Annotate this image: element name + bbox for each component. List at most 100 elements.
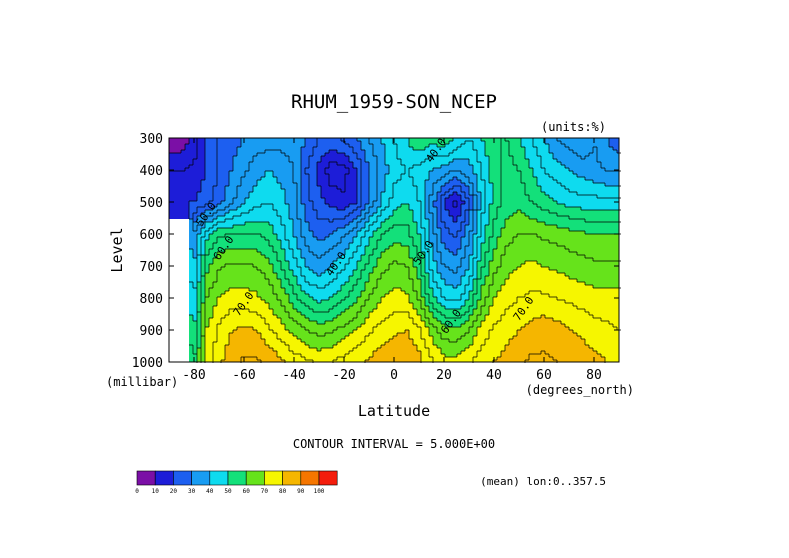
- heatmap-cell: [409, 237, 414, 241]
- heatmap-cell: [365, 243, 370, 247]
- heatmap-cell: [241, 198, 246, 202]
- heatmap-cell: [285, 144, 290, 148]
- heatmap-cell: [321, 141, 326, 145]
- heatmap-cell: [169, 159, 174, 163]
- heatmap-cell: [473, 267, 478, 271]
- heatmap-cell: [581, 207, 586, 211]
- heatmap-cell: [269, 264, 274, 268]
- heatmap-cell: [441, 189, 446, 193]
- heatmap-cell: [441, 234, 446, 238]
- heatmap-cell: [381, 231, 386, 235]
- heatmap-cell: [365, 153, 370, 157]
- heatmap-cell: [201, 159, 206, 163]
- heatmap-cell: [593, 198, 598, 202]
- heatmap-cell: [285, 183, 290, 187]
- heatmap-cell: [173, 261, 178, 265]
- heatmap-cell: [397, 222, 402, 226]
- heatmap-cell: [221, 183, 226, 187]
- heatmap-cell: [421, 231, 426, 235]
- heatmap-cell: [373, 216, 378, 220]
- heatmap-cell: [281, 246, 286, 250]
- heatmap-cell: [541, 141, 546, 145]
- heatmap-cell: [589, 258, 594, 262]
- heatmap-cell: [569, 183, 574, 187]
- heatmap-cell: [533, 192, 538, 196]
- heatmap-cell: [497, 261, 502, 265]
- heatmap-cell: [401, 195, 406, 199]
- heatmap-cell: [249, 213, 254, 217]
- heatmap-cell: [481, 162, 486, 166]
- heatmap-cell: [545, 159, 550, 163]
- heatmap-cell: [181, 264, 186, 268]
- heatmap-cell: [489, 225, 494, 229]
- heatmap-cell: [473, 189, 478, 193]
- heatmap-cell: [365, 261, 370, 265]
- heatmap-cell: [557, 174, 562, 178]
- heatmap-cell: [325, 228, 330, 232]
- heatmap-cell: [189, 231, 194, 235]
- heatmap-cell: [581, 249, 586, 253]
- heatmap-cell: [309, 180, 314, 184]
- heatmap-cell: [541, 198, 546, 202]
- heatmap-cell: [185, 162, 190, 166]
- heatmap-cell: [565, 171, 570, 175]
- heatmap-cell: [553, 231, 558, 235]
- heatmap-cell: [309, 153, 314, 157]
- heatmap-cell: [453, 240, 458, 244]
- heatmap-cell: [281, 207, 286, 211]
- heatmap-cell: [373, 195, 378, 199]
- heatmap-cell: [225, 150, 230, 154]
- heatmap-cell: [221, 264, 226, 268]
- heatmap-cell: [169, 153, 174, 157]
- heatmap-cell: [277, 222, 282, 226]
- heatmap-cell: [221, 177, 226, 181]
- heatmap-cell: [517, 255, 522, 259]
- heatmap-cell: [305, 267, 310, 271]
- heatmap-cell: [617, 252, 620, 256]
- heatmap-cell: [569, 162, 574, 166]
- heatmap-cell: [561, 228, 566, 232]
- heatmap-cell: [589, 189, 594, 193]
- heatmap-cell: [217, 222, 222, 226]
- heatmap-cell: [401, 189, 406, 193]
- heatmap-cell: [433, 267, 438, 271]
- heatmap-cell: [497, 219, 502, 223]
- heatmap-cell: [185, 249, 190, 253]
- heatmap-cell: [573, 255, 578, 259]
- heatmap-cell: [433, 255, 438, 259]
- heatmap-cell: [601, 141, 606, 145]
- heatmap-cell: [333, 171, 338, 175]
- heatmap-cell: [173, 264, 178, 268]
- heatmap-cell: [581, 267, 586, 271]
- heatmap-cell: [181, 189, 186, 193]
- heatmap-cell: [377, 144, 382, 148]
- heatmap-cell: [229, 267, 234, 271]
- heatmap-cell: [421, 195, 426, 199]
- heatmap-cell: [589, 249, 594, 253]
- heatmap-cell: [349, 177, 354, 181]
- heatmap-cell: [329, 243, 334, 247]
- heatmap-cell: [381, 153, 386, 157]
- heatmap-cell: [265, 162, 270, 166]
- heatmap-cell: [489, 204, 494, 208]
- heatmap-cell: [269, 219, 274, 223]
- heatmap-cell: [301, 192, 306, 196]
- heatmap-cell: [577, 174, 582, 178]
- heatmap-cell: [477, 156, 482, 160]
- heatmap-cell: [485, 219, 490, 223]
- heatmap-cell: [425, 249, 430, 253]
- heatmap-cell: [169, 216, 174, 220]
- heatmap-cell: [181, 252, 186, 256]
- heatmap-cell: [217, 255, 222, 259]
- heatmap-cell: [409, 222, 414, 226]
- heatmap-cell: [369, 219, 374, 223]
- heatmap-cell: [617, 204, 620, 208]
- heatmap-cell: [377, 159, 382, 163]
- heatmap-cell: [213, 246, 218, 250]
- heatmap-cell: [217, 207, 222, 211]
- heatmap-cell: [397, 255, 402, 259]
- heatmap-cell: [253, 225, 258, 229]
- heatmap-cell: [533, 237, 538, 241]
- heatmap-cell: [409, 201, 414, 205]
- heatmap-cell: [581, 255, 586, 259]
